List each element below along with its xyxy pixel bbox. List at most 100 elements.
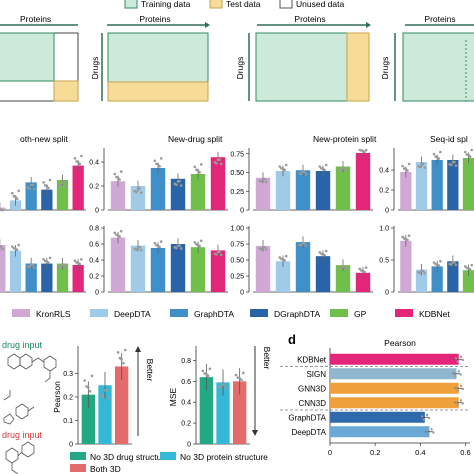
y-tick-label: 0 [95, 208, 99, 215]
data-point [418, 165, 422, 169]
data-point [31, 263, 35, 267]
data-point [135, 248, 138, 251]
data-point [304, 244, 308, 247]
data-point [118, 235, 121, 238]
data-point [454, 263, 458, 267]
data-point [105, 388, 109, 392]
legend-label-deepdta: DeepDTA [114, 309, 151, 319]
data-point [11, 245, 14, 248]
chart-model-comparison-pearson: Pearson 0 0.2 0.4 0.6 KDBNet SIGN GNN3D CNN3D Gra… [280, 338, 471, 457]
data-point [423, 271, 427, 275]
bar-sign [330, 368, 457, 380]
molecule-sketch-1 [7, 353, 57, 383]
data-point [175, 246, 178, 250]
y-tick-label: 0.2 [379, 188, 389, 195]
data-point [193, 241, 197, 244]
bar-gp [335, 166, 351, 210]
data-point [234, 373, 238, 377]
data-point [113, 172, 117, 176]
bar-ablation-1 [216, 382, 230, 444]
data-point [323, 253, 326, 257]
data-point [15, 197, 19, 201]
legend-label-ablation-2: Both 3D [90, 464, 121, 474]
data-point [284, 254, 288, 258]
data-point [158, 245, 161, 249]
x-tick-label: 0.6 [460, 448, 470, 457]
chart-new-drug-split-pearson: New-drug split 0 0.2 0.4 [89, 134, 228, 215]
data-point [138, 245, 141, 249]
data-point [205, 372, 208, 376]
data-point [31, 183, 35, 187]
data-point [407, 162, 411, 166]
data-point [284, 163, 288, 167]
data-point [198, 244, 201, 248]
data-point [454, 374, 457, 378]
y-tick-label: 0.8 [89, 226, 99, 233]
data-point [340, 267, 343, 270]
data-point [179, 184, 183, 187]
bar-graphdta [150, 168, 166, 210]
data-point [459, 355, 463, 359]
data-point [318, 165, 322, 168]
bar-deepdta [275, 171, 291, 210]
data-point [464, 265, 467, 268]
data-point [208, 367, 212, 371]
bar-kronrls [400, 240, 412, 292]
data-point [135, 190, 138, 194]
data-point [76, 160, 80, 164]
bar-dgraphdta [170, 244, 186, 292]
panel-c-inputs: drug input drug input [2, 340, 57, 474]
legend-label-kronrls: KronRLS [36, 309, 71, 319]
data-point [206, 374, 210, 377]
y-tick-label: 0.4 [379, 168, 389, 175]
schematic-arrowhead [366, 22, 371, 28]
legend-label-ablation-0: No 3D drug structure [90, 452, 169, 462]
bar-kronrls [110, 237, 126, 292]
data-point [283, 168, 286, 172]
data-point [241, 371, 245, 375]
data-point [427, 416, 431, 420]
data-point [468, 268, 472, 271]
y-tick-label: 0 [69, 442, 73, 449]
data-point [123, 348, 127, 352]
data-point [459, 384, 463, 388]
molecule-sketch-3 [5, 441, 35, 474]
data-point [318, 251, 322, 254]
y-tick-label: 0.75 [230, 151, 244, 158]
data-point [178, 244, 181, 247]
data-point [304, 173, 308, 176]
data-point [404, 167, 408, 171]
data-point [59, 184, 63, 188]
chart-title: Pearson [384, 338, 416, 348]
bar-dgraphdta [315, 171, 331, 210]
y-tick-label: 0.2 [89, 274, 99, 281]
data-point [73, 157, 77, 160]
y-axis-title: MSE [168, 387, 178, 406]
legend-swatch-test [209, 0, 223, 9]
split-schematic-1: Proteins [0, 14, 79, 102]
chart-new-protein-split-pearson: New-protein split 0 0.25 0.50 0.75 [230, 134, 377, 215]
data-point [421, 162, 425, 166]
bar-cnn3d [330, 397, 459, 409]
bar-kdbnet [210, 250, 226, 292]
data-point [401, 235, 404, 239]
data-point [0, 245, 3, 248]
data-point [343, 265, 346, 268]
data-point [90, 374, 94, 378]
data-point [406, 169, 409, 172]
data-point [42, 181, 45, 184]
data-point [263, 245, 266, 249]
data-point [64, 266, 67, 269]
bar-graphdta [25, 182, 37, 210]
bar-dgraphdta [41, 189, 53, 210]
bar-kdbnet [330, 353, 459, 365]
y-tick-label: 0 [240, 290, 244, 297]
bar-kdbnet [210, 157, 226, 210]
data-point [139, 191, 143, 195]
y-tick-label: 0 [95, 290, 99, 297]
bar-ablation-2 [233, 381, 247, 444]
legend-swatch-ablation-0 [70, 452, 86, 460]
data-point [449, 263, 453, 266]
data-point [430, 428, 433, 431]
schematic-side-label: Drugs [380, 57, 390, 80]
